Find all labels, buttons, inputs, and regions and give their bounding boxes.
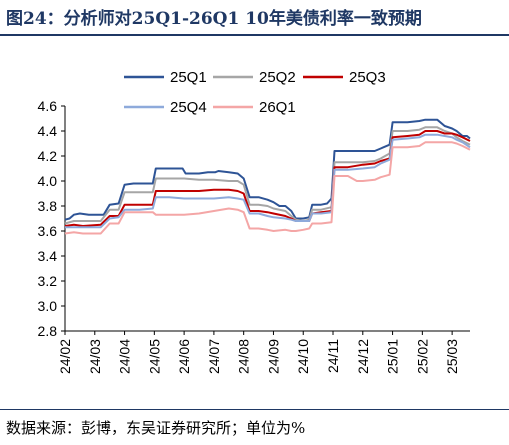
x-tick-label: 25/03 <box>444 339 460 374</box>
series-lines <box>64 118 471 235</box>
y-tick-label: 4.6 <box>38 98 58 114</box>
legend: 25Q1 25Q2 25Q3 25Q4 26Q1 <box>124 69 386 116</box>
x-tick-label: 24/10 <box>295 339 311 374</box>
y-tick-label: 4.4 <box>38 123 58 139</box>
x-tick-label: 24/05 <box>146 339 162 374</box>
y-tick-label: 2.8 <box>38 323 58 339</box>
legend-label-25q1: 25Q1 <box>170 69 207 86</box>
y-tick-label: 3.2 <box>38 273 58 289</box>
series-line-25q3 <box>64 130 471 227</box>
y-tick-label: 3.8 <box>38 198 58 214</box>
y-tick-label: 3.4 <box>38 248 58 264</box>
footer-divider <box>0 409 509 410</box>
x-tick-label: 24/08 <box>236 339 252 374</box>
x-tick-label: 24/12 <box>355 339 371 374</box>
source-note: 数据来源：彭博，东吴证券研究所；单位为% <box>6 419 306 437</box>
legend-label-26q1: 26Q1 <box>259 99 296 116</box>
legend-label-25q2: 25Q2 <box>259 69 296 86</box>
legend-label-25q3: 25Q3 <box>349 69 386 86</box>
x-tick-label: 25/02 <box>414 339 430 374</box>
y-tick-label: 3.6 <box>38 223 58 239</box>
axes: 2.8 3.0 3.2 3.4 3.6 3.8 4.0 4.2 4.4 4.6 24/02 24/03… <box>38 98 470 374</box>
x-tick-label: 24/11 <box>325 339 341 373</box>
y-tick-label: 4.2 <box>38 148 58 164</box>
x-tick-label: 24/04 <box>117 339 133 374</box>
x-tick-label: 24/07 <box>206 339 222 374</box>
x-tick-label: 24/03 <box>87 339 103 374</box>
series-line-26q1 <box>64 141 471 235</box>
y-tick-label: 3.0 <box>38 298 58 314</box>
line-chart: 25Q1 25Q2 25Q3 25Q4 26Q1 2.8 3.0 3.2 3.4 3.6 3.8 4… <box>0 40 509 405</box>
series-line-25q2 <box>64 126 471 225</box>
legend-label-25q4: 25Q4 <box>170 99 207 116</box>
x-tick-label: 25/01 <box>385 339 401 374</box>
title-divider <box>0 34 509 36</box>
series-line-25q4 <box>65 133 471 229</box>
series-line-25q1 <box>64 118 471 221</box>
x-tick-label: 24/02 <box>57 339 73 374</box>
y-tick-label: 4.0 <box>38 173 58 189</box>
x-tick-label: 24/06 <box>176 339 192 374</box>
chart-title: 图24：分析师对25Q1-26Q1 10年美债利率一致预期 <box>6 9 422 29</box>
line-chart-svg: 25Q1 25Q2 25Q3 25Q4 26Q1 2.8 3.0 3.2 3.4 3.6 3.8 4… <box>38 69 471 374</box>
x-tick-label: 24/09 <box>265 339 281 374</box>
